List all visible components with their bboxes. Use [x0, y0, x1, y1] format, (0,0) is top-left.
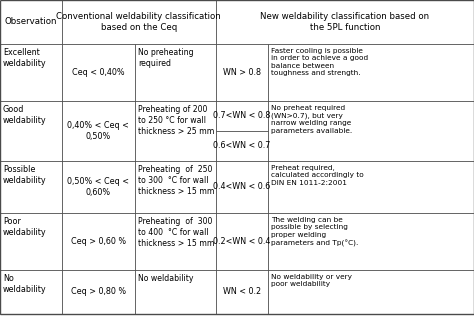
- Text: Preheating  of  300
to 400  °C for wall
thickness > 15 mm: Preheating of 300 to 400 °C for wall thi…: [138, 217, 214, 248]
- Text: The welding can be
possible by selecting
proper welding
parameters and Tp(°C).: The welding can be possible by selecting…: [271, 217, 358, 247]
- Text: Preheating of 200
to 250 °C for wall
thickness > 25 mm: Preheating of 200 to 250 °C for wall thi…: [138, 105, 214, 136]
- Text: 0.2<WN < 0.4: 0.2<WN < 0.4: [213, 237, 271, 246]
- Text: New weldability classification based on
the 5PL function: New weldability classification based on …: [260, 12, 429, 32]
- Text: No preheating
required: No preheating required: [138, 48, 193, 68]
- Text: 0.6<WN < 0.7: 0.6<WN < 0.7: [213, 141, 271, 150]
- Text: Observation: Observation: [5, 18, 57, 26]
- Text: No preheat required
(WN>0.7), but very
narrow welding range
parameters available: No preheat required (WN>0.7), but very n…: [271, 105, 352, 134]
- Text: Good
weldability: Good weldability: [3, 105, 46, 125]
- Text: Ceq > 0,60 %: Ceq > 0,60 %: [71, 237, 126, 246]
- Text: Preheat required,
calculated accordingly to
DIN EN 1011-2:2001: Preheat required, calculated accordingly…: [271, 165, 364, 186]
- Text: WN > 0.8: WN > 0.8: [223, 68, 261, 77]
- Text: Preheating  of  250
to 300  °C for wall
thickness > 15 mm: Preheating of 250 to 300 °C for wall thi…: [138, 165, 214, 196]
- Text: Possible
weldability: Possible weldability: [3, 165, 46, 185]
- Text: No weldability or very
poor weldability: No weldability or very poor weldability: [271, 274, 352, 287]
- Text: 0.7<WN < 0.8: 0.7<WN < 0.8: [213, 111, 271, 120]
- Text: No weldability: No weldability: [138, 274, 193, 283]
- Text: Faster cooling is possible
in order to achieve a good
balance between
toughness : Faster cooling is possible in order to a…: [271, 48, 368, 76]
- Text: Ceq < 0,40%: Ceq < 0,40%: [72, 68, 125, 77]
- Text: 0,40% < Ceq <
0,50%: 0,40% < Ceq < 0,50%: [67, 121, 129, 141]
- Text: Ceq > 0,80 %: Ceq > 0,80 %: [71, 287, 126, 296]
- Text: 0,50% < Ceq <
0,60%: 0,50% < Ceq < 0,60%: [67, 177, 129, 197]
- Text: Excellent
weldability: Excellent weldability: [3, 48, 46, 68]
- Text: Conventional weldability classification
based on the Ceq: Conventional weldability classification …: [56, 12, 221, 32]
- Text: WN < 0.2: WN < 0.2: [223, 287, 261, 296]
- Text: No
weldability: No weldability: [3, 274, 46, 294]
- Text: 0.4<WN < 0.6: 0.4<WN < 0.6: [213, 182, 270, 191]
- Text: Poor
weldability: Poor weldability: [3, 217, 46, 237]
